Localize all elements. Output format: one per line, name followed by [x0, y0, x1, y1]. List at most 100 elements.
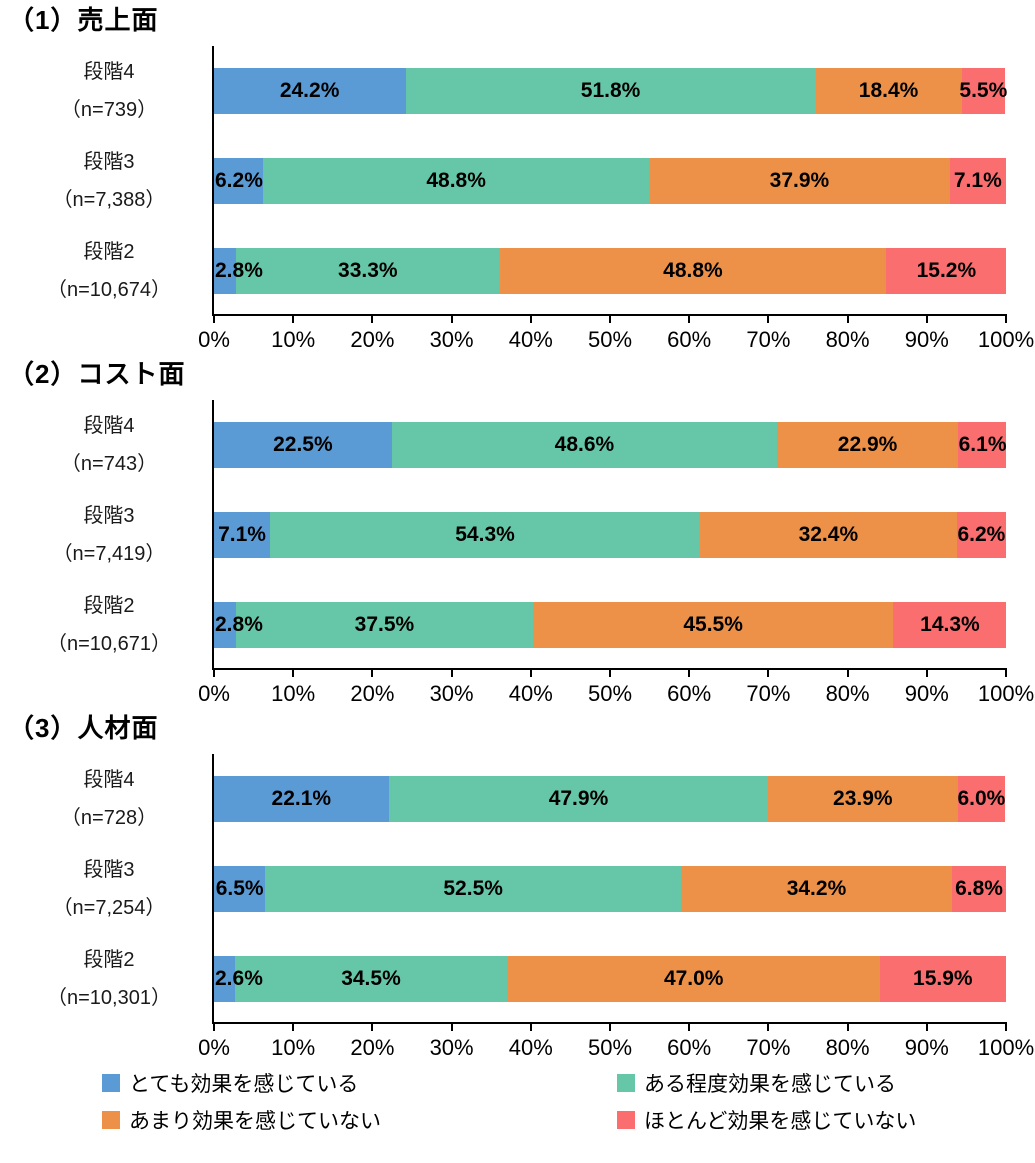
axis-tick	[450, 313, 453, 323]
axis-tick	[925, 313, 928, 323]
legend: とても効果を感じている ある程度効果を感じている あまり効果を感じていない ほと…	[102, 1068, 1031, 1135]
bar-segment	[236, 247, 500, 294]
bar-segment	[214, 511, 271, 558]
bar-value-label: 22.1%	[271, 786, 332, 810]
axis-tick	[767, 313, 770, 323]
axis-tick-label: 20%	[350, 1034, 395, 1060]
axis-tick-label: 30%	[429, 326, 474, 352]
category-label: 段階4	[83, 768, 135, 791]
stacked-bar-chart-cost: 段階4 （n=743） 段階3 （n=7,419） 段階2 （n=10,671） 22.5%…	[6, 399, 1034, 706]
bar-value-label: 32.4%	[798, 522, 859, 546]
category-n-label: （n=10,301）	[47, 986, 171, 1009]
bar-value-label: 47.9%	[548, 786, 609, 810]
category-row: 段階2 （n=10,671）	[6, 580, 212, 670]
axis-tick	[1005, 1021, 1007, 1031]
axis-tick-label: 60%	[667, 1034, 712, 1060]
category-row: 段階4 （n=743）	[6, 400, 212, 490]
stacked-bar-chart-hr: 段階4 （n=728） 段階3 （n=7,254） 段階2 （n=10,301） 22.1%…	[6, 753, 1034, 1060]
axis-tick-label: 100%	[977, 326, 1035, 352]
legend-swatch-very-effective	[102, 1073, 120, 1092]
bar-value-label: 2.8%	[215, 612, 263, 636]
axis-tick	[450, 1021, 453, 1031]
bar-value-label: 15.9%	[913, 966, 973, 990]
bar-segment	[961, 67, 1006, 114]
category-n-label: （n=7,388）	[52, 188, 166, 211]
axis-tick-label: 60%	[667, 326, 712, 352]
bar-row: 6.2% 48.8% 37.9% 7.1%	[214, 157, 1006, 204]
axis-tick	[371, 1021, 374, 1031]
category-row: 段階2 （n=10,674）	[6, 226, 212, 316]
category-row: 段階2 （n=10,301）	[6, 934, 212, 1024]
bar-value-label: 14.3%	[920, 612, 980, 636]
axis-tick	[292, 313, 295, 323]
bar-value-label: 33.3%	[338, 258, 398, 282]
axis-tick-label: 10%	[271, 680, 316, 706]
bar-row: 22.5% 48.6% 22.9% 6.1%	[214, 421, 1007, 468]
legend-item: とても効果を感じている	[102, 1068, 617, 1098]
chart-section-hr: （3）人材面 段階4 （n=728） 段階3 （n=7,254） 段階2 （n=10,30…	[6, 713, 1034, 1060]
bar-value-label: 37.5%	[354, 612, 415, 636]
bar-segment	[957, 775, 1006, 822]
chart-title-sales: （1）売上面	[8, 5, 159, 35]
bar-segment	[499, 247, 886, 294]
axis-tick-label: 90%	[904, 680, 949, 706]
category-n-label: （n=739）	[60, 98, 158, 121]
category-label: 段階3	[83, 858, 135, 881]
axis-tick-label: 50%	[587, 680, 633, 706]
bar-value-label: 2.8%	[215, 258, 263, 282]
bar-value-label: 34.5%	[341, 966, 401, 990]
bar-value-label: 6.0%	[957, 786, 1006, 810]
axis-tick-label: 90%	[904, 1034, 949, 1060]
bar-value-label: 6.2%	[215, 168, 263, 192]
axis-tick	[529, 313, 532, 323]
axis-tick	[529, 1021, 532, 1031]
axis-tick-label: 70%	[746, 1034, 791, 1060]
axis-tick-label: 90%	[904, 326, 949, 352]
bar-segment	[957, 421, 1006, 468]
bar-value-label: 24.2%	[279, 78, 340, 102]
axis-tick	[767, 667, 770, 677]
bar-value-label: 52.5%	[443, 876, 503, 900]
bar-value-label: 54.3%	[455, 522, 515, 546]
category-column: 段階4 （n=743） 段階3 （n=7,419） 段階2 （n=10,671）	[6, 400, 212, 670]
bar-segment	[952, 865, 1006, 912]
axis-tick	[213, 667, 215, 677]
axis-tick-label: 80%	[825, 680, 870, 706]
axis-tick	[925, 1021, 928, 1031]
bar-segment	[270, 511, 701, 558]
axis-tick-label: 50%	[587, 326, 633, 352]
bar-segment	[392, 421, 777, 468]
axis-tick	[371, 313, 374, 323]
axis-tick-label: 30%	[429, 1034, 474, 1060]
category-column: 段階4 （n=739） 段階3 （n=7,388） 段階2 （n=10,674）	[6, 46, 212, 316]
category-label: 段階4	[83, 414, 135, 437]
bar-value-label: 6.2%	[957, 522, 1006, 546]
bar-segment	[214, 157, 264, 204]
axis-tick-label: 100%	[977, 680, 1035, 706]
axis-tick-label: 40%	[508, 326, 553, 352]
axis-tick-label: 0%	[198, 680, 230, 706]
axis-tick-label: 80%	[825, 326, 870, 352]
bar-segment	[880, 955, 1006, 1002]
legend-label: とても効果を感じている	[129, 1072, 359, 1096]
axis-tick	[846, 313, 849, 323]
axis-tick-label: 0%	[198, 1034, 230, 1060]
axis-tick	[609, 667, 611, 677]
plot-area: 22.1% 47.9% 23.9% 6.0% 6.5% 52.5% 34.2% 6.8% 2.6…	[198, 753, 1034, 1060]
legend-swatch-almost-no-effect	[617, 1110, 635, 1129]
axis-tick-label: 20%	[350, 326, 395, 352]
bar-value-label: 51.8%	[580, 78, 641, 102]
bar-segment	[815, 67, 962, 114]
bar-segment	[681, 865, 953, 912]
axis-tick	[213, 1021, 215, 1031]
category-label: 段階2	[83, 594, 135, 617]
bar-value-label: 48.6%	[554, 432, 615, 456]
bar-segment	[214, 955, 235, 1002]
bar-segment	[956, 511, 1006, 558]
axis-tick	[213, 313, 215, 323]
axis-tick-label: 60%	[667, 680, 712, 706]
axis-tick	[846, 667, 849, 677]
axis-tick	[846, 1021, 849, 1031]
bar-row: 7.1% 54.3% 32.4% 6.2%	[214, 511, 1006, 558]
chart-section-cost: （2）コスト面 段階4 （n=743） 段階3 （n=7,419） 段階2 （n=10,6…	[6, 359, 1034, 706]
